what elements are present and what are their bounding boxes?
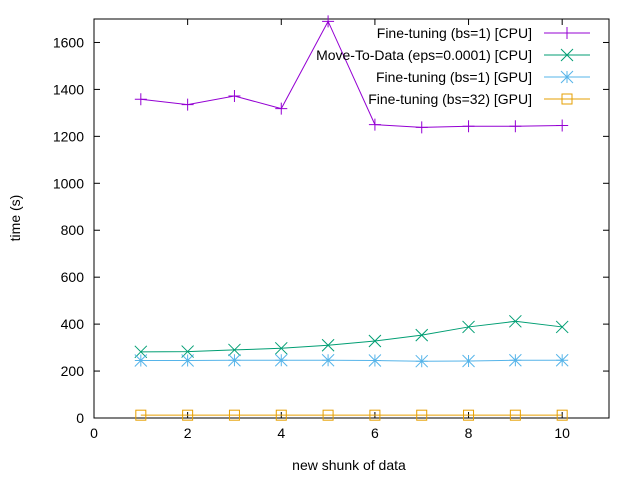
data-point bbox=[274, 353, 288, 367]
data-point bbox=[415, 354, 429, 368]
data-point bbox=[321, 338, 335, 352]
data-point bbox=[416, 409, 428, 421]
series-4 bbox=[135, 409, 568, 421]
data-point bbox=[368, 354, 382, 367]
x-tick-label: 2 bbox=[184, 425, 192, 441]
data-point bbox=[181, 98, 194, 111]
y-tick-label: 200 bbox=[61, 363, 85, 379]
tick-labels: 0 2 4 6 8 10 0 200 400 600 800 1000 1200 1400 1600 bbox=[53, 34, 570, 441]
legend-marker bbox=[561, 27, 573, 39]
data-point bbox=[556, 409, 568, 421]
y-tick-label: 800 bbox=[61, 222, 85, 238]
y-tick-label: 400 bbox=[61, 316, 85, 332]
data-point bbox=[555, 320, 569, 334]
data-point bbox=[369, 409, 381, 421]
data-point bbox=[322, 15, 335, 28]
series-1 bbox=[134, 15, 569, 134]
data-point bbox=[228, 353, 241, 367]
x-tick-label: 8 bbox=[465, 425, 473, 441]
data-point bbox=[135, 409, 147, 421]
y-tick-label: 1200 bbox=[53, 128, 84, 144]
x-axis-label: new shunk of data bbox=[292, 457, 406, 473]
y-tick-label: 600 bbox=[61, 269, 85, 285]
y-axis-label: time (s) bbox=[7, 195, 23, 242]
y-tick-label: 0 bbox=[76, 410, 84, 426]
data-point bbox=[134, 93, 147, 106]
legend-label: Fine-tuning (bs=32) [GPU] bbox=[368, 91, 532, 107]
data-point bbox=[275, 102, 288, 115]
y-tick-label: 1600 bbox=[53, 34, 84, 50]
legend-marker bbox=[560, 70, 574, 84]
y-tick-label: 1400 bbox=[53, 81, 84, 97]
data-point bbox=[228, 89, 241, 102]
legend-label: Fine-tuning (bs=1) [CPU] bbox=[377, 25, 532, 41]
data-point bbox=[509, 353, 522, 367]
data-point bbox=[368, 118, 381, 131]
series-line bbox=[140, 320, 563, 353]
data-point bbox=[509, 314, 522, 328]
data-point bbox=[415, 121, 428, 134]
data-point bbox=[509, 409, 521, 421]
data-point bbox=[555, 353, 569, 367]
data-point bbox=[228, 343, 241, 357]
tick-marks bbox=[93, 19, 609, 419]
series-2 bbox=[134, 314, 569, 359]
legend-marker bbox=[561, 93, 573, 105]
series-layer bbox=[134, 15, 569, 421]
data-point bbox=[134, 354, 148, 367]
data-point bbox=[462, 320, 475, 334]
data-point bbox=[463, 409, 475, 421]
x-tick-label: 0 bbox=[90, 425, 98, 441]
x-tick-label: 10 bbox=[554, 425, 570, 441]
series-line bbox=[140, 359, 563, 362]
data-point bbox=[556, 119, 569, 132]
data-point bbox=[462, 120, 475, 133]
data-point bbox=[368, 334, 382, 348]
data-point bbox=[181, 354, 194, 367]
data-point bbox=[322, 409, 334, 421]
data-point bbox=[321, 353, 335, 367]
series-line bbox=[140, 20, 563, 128]
series-3 bbox=[134, 353, 569, 368]
data-point bbox=[415, 328, 429, 342]
data-point bbox=[274, 341, 288, 355]
x-tick-label: 6 bbox=[371, 425, 379, 441]
legend: Fine-tuning (bs=1) [CPU] Move-To-Data (ep… bbox=[316, 25, 590, 107]
x-tick-label: 4 bbox=[277, 425, 285, 441]
y-tick-label: 1000 bbox=[53, 175, 84, 191]
data-point bbox=[462, 354, 475, 368]
data-point bbox=[181, 345, 194, 358]
legend-label: Fine-tuning (bs=1) [GPU] bbox=[376, 69, 532, 85]
legend-marker bbox=[560, 48, 574, 62]
plot-frame bbox=[93, 18, 610, 419]
legend-label: Move-To-Data (eps=0.0001) [CPU] bbox=[316, 47, 532, 63]
data-point bbox=[509, 120, 522, 133]
data-point bbox=[275, 409, 287, 421]
data-point bbox=[182, 409, 194, 421]
data-point bbox=[228, 409, 240, 421]
